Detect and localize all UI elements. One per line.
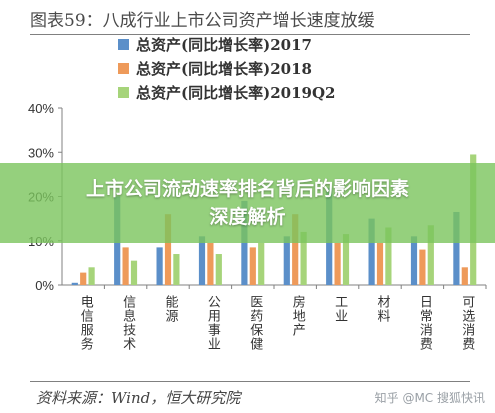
footer-divider bbox=[30, 381, 470, 382]
x-tick-label: 房地产 bbox=[290, 294, 306, 337]
bar-能源-3 bbox=[173, 254, 180, 285]
bar-日常消费-3 bbox=[427, 225, 434, 285]
bar-医药保健-2 bbox=[249, 247, 256, 285]
y-tick-label: 40% bbox=[28, 101, 54, 116]
bar-材料-3 bbox=[385, 227, 392, 285]
headline-line-1: 上市公司流动速率排名背后的影响因素 bbox=[85, 178, 409, 200]
bar-能源-1 bbox=[156, 247, 163, 285]
x-tick-label: 能源 bbox=[163, 295, 179, 323]
x-tick-label: 可选消费 bbox=[459, 295, 475, 351]
bar-日常消费-1 bbox=[410, 236, 418, 285]
x-tick-label: 工业 bbox=[332, 295, 348, 323]
bar-房地产-1 bbox=[283, 236, 290, 285]
bar-公用事业-2 bbox=[207, 242, 214, 285]
legend-label-3: 总资产(同比增长率)2019Q2 bbox=[136, 84, 335, 102]
bar-信息技术-2 bbox=[122, 247, 129, 285]
bar-材料-1 bbox=[368, 218, 375, 285]
bar-电信服务-2 bbox=[80, 272, 87, 285]
legend-label-2: 总资产(同比增长率)2018 bbox=[136, 60, 312, 78]
bar-医药保健-3 bbox=[258, 242, 265, 285]
x-tick-label: 医药保健 bbox=[247, 295, 262, 351]
bar-信息技术-3 bbox=[130, 260, 138, 285]
bar-能源-2 bbox=[164, 214, 172, 285]
title-divider bbox=[30, 34, 470, 35]
bar-材料-2 bbox=[376, 242, 384, 285]
bar-可选消费-2 bbox=[461, 267, 468, 285]
headline-line-2: 深度解析 bbox=[209, 206, 286, 228]
watermark: 知乎 @MC 搜狐快讯 bbox=[374, 391, 485, 405]
x-tick-label: 日常消费 bbox=[417, 295, 433, 351]
legend-swatch-3 bbox=[118, 87, 129, 98]
y-tick-label: 0% bbox=[35, 278, 54, 293]
x-tick-label: 电信服务 bbox=[78, 295, 94, 351]
x-tick-label: 公用事业 bbox=[205, 295, 221, 351]
headline-banner: 上市公司流动速率排名背后的影响因素 深度解析 bbox=[0, 163, 495, 243]
figure-title: 图表59：八成行业上市公司资产增长速度放缓 bbox=[30, 11, 375, 31]
bar-电信服务-1 bbox=[71, 282, 78, 285]
legend-swatch-1 bbox=[118, 39, 129, 50]
bar-公用事业-3 bbox=[215, 254, 222, 285]
x-tick-label: 材料 bbox=[375, 295, 391, 323]
bar-房地产-3 bbox=[300, 231, 307, 285]
bar-日常消费-2 bbox=[419, 249, 426, 285]
bar-可选消费-1 bbox=[453, 211, 460, 285]
x-tick-label: 信息技术 bbox=[120, 295, 136, 351]
y-tick-label: 30% bbox=[28, 145, 54, 160]
legend: 总资产(同比增长率)2017 总资产(同比增长率)2018 总资产(同比增长率)20… bbox=[118, 36, 335, 102]
legend-label-1: 总资产(同比增长率)2017 bbox=[136, 36, 312, 54]
bar-房地产-2 bbox=[292, 214, 299, 285]
bar-工业-2 bbox=[334, 242, 341, 285]
source-note: 资料来源：Wind，恒大研究院 bbox=[36, 389, 241, 407]
bar-工业-3 bbox=[342, 234, 350, 285]
bar-公用事业-1 bbox=[198, 236, 206, 285]
legend-swatch-2 bbox=[118, 63, 129, 74]
bar-电信服务-3 bbox=[88, 267, 95, 285]
